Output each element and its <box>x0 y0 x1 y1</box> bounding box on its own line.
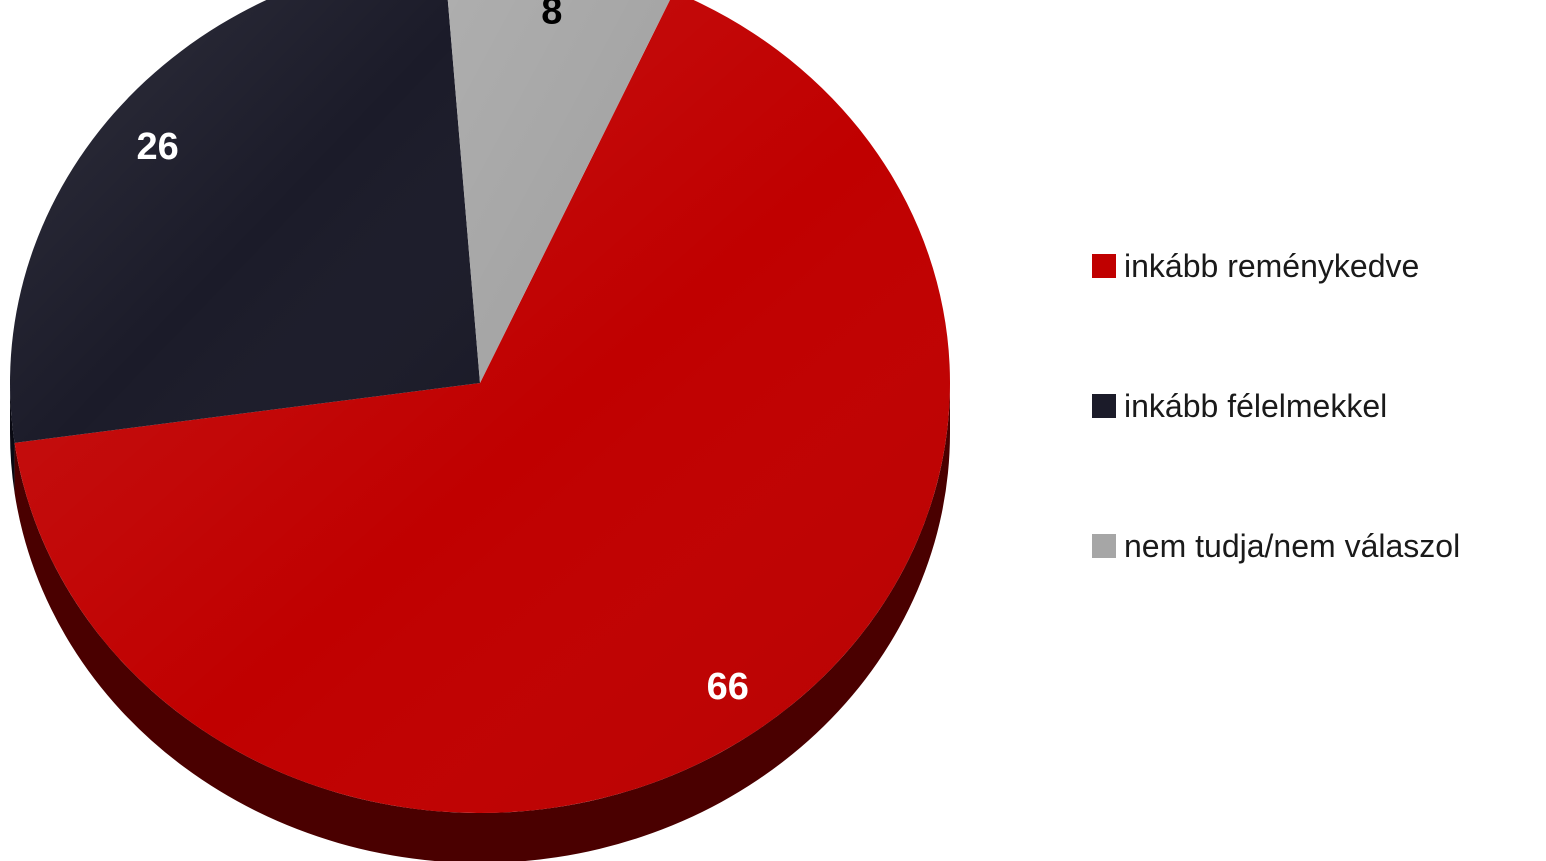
data-label-dont-know: 8 <box>541 0 562 32</box>
legend-item-hopeful: inkább reménykedve <box>1092 248 1460 284</box>
legend-swatch-dont-know <box>1092 534 1116 558</box>
legend-item-fearful: inkább félelmekkel <box>1092 388 1460 424</box>
pie-side-fearful <box>10 383 15 493</box>
pie-labels: 66 26 8 <box>137 0 749 708</box>
pie-slice-shine-hopeful <box>14 0 950 813</box>
legend: inkább reménykedve inkább félelmekkel ne… <box>1092 248 1460 564</box>
legend-swatch-fearful <box>1092 394 1116 418</box>
legend-label-fearful: inkább félelmekkel <box>1124 387 1388 424</box>
legend-label-dont-know: nem tudja/nem válaszol <box>1124 527 1461 564</box>
pie-slice-shine-dont-know <box>447 0 670 383</box>
data-label-fearful: 26 <box>137 126 179 168</box>
legend-swatch-hopeful <box>1092 254 1116 278</box>
pie-slices <box>10 0 950 813</box>
legend-item-dont-know: nem tudja/nem válaszol <box>1092 528 1460 564</box>
legend-label-hopeful: inkább reménykedve <box>1124 247 1420 284</box>
pie-sides <box>10 383 950 861</box>
pie-slice-shine-fearful <box>10 0 480 443</box>
data-label-hopeful: 66 <box>707 666 749 708</box>
